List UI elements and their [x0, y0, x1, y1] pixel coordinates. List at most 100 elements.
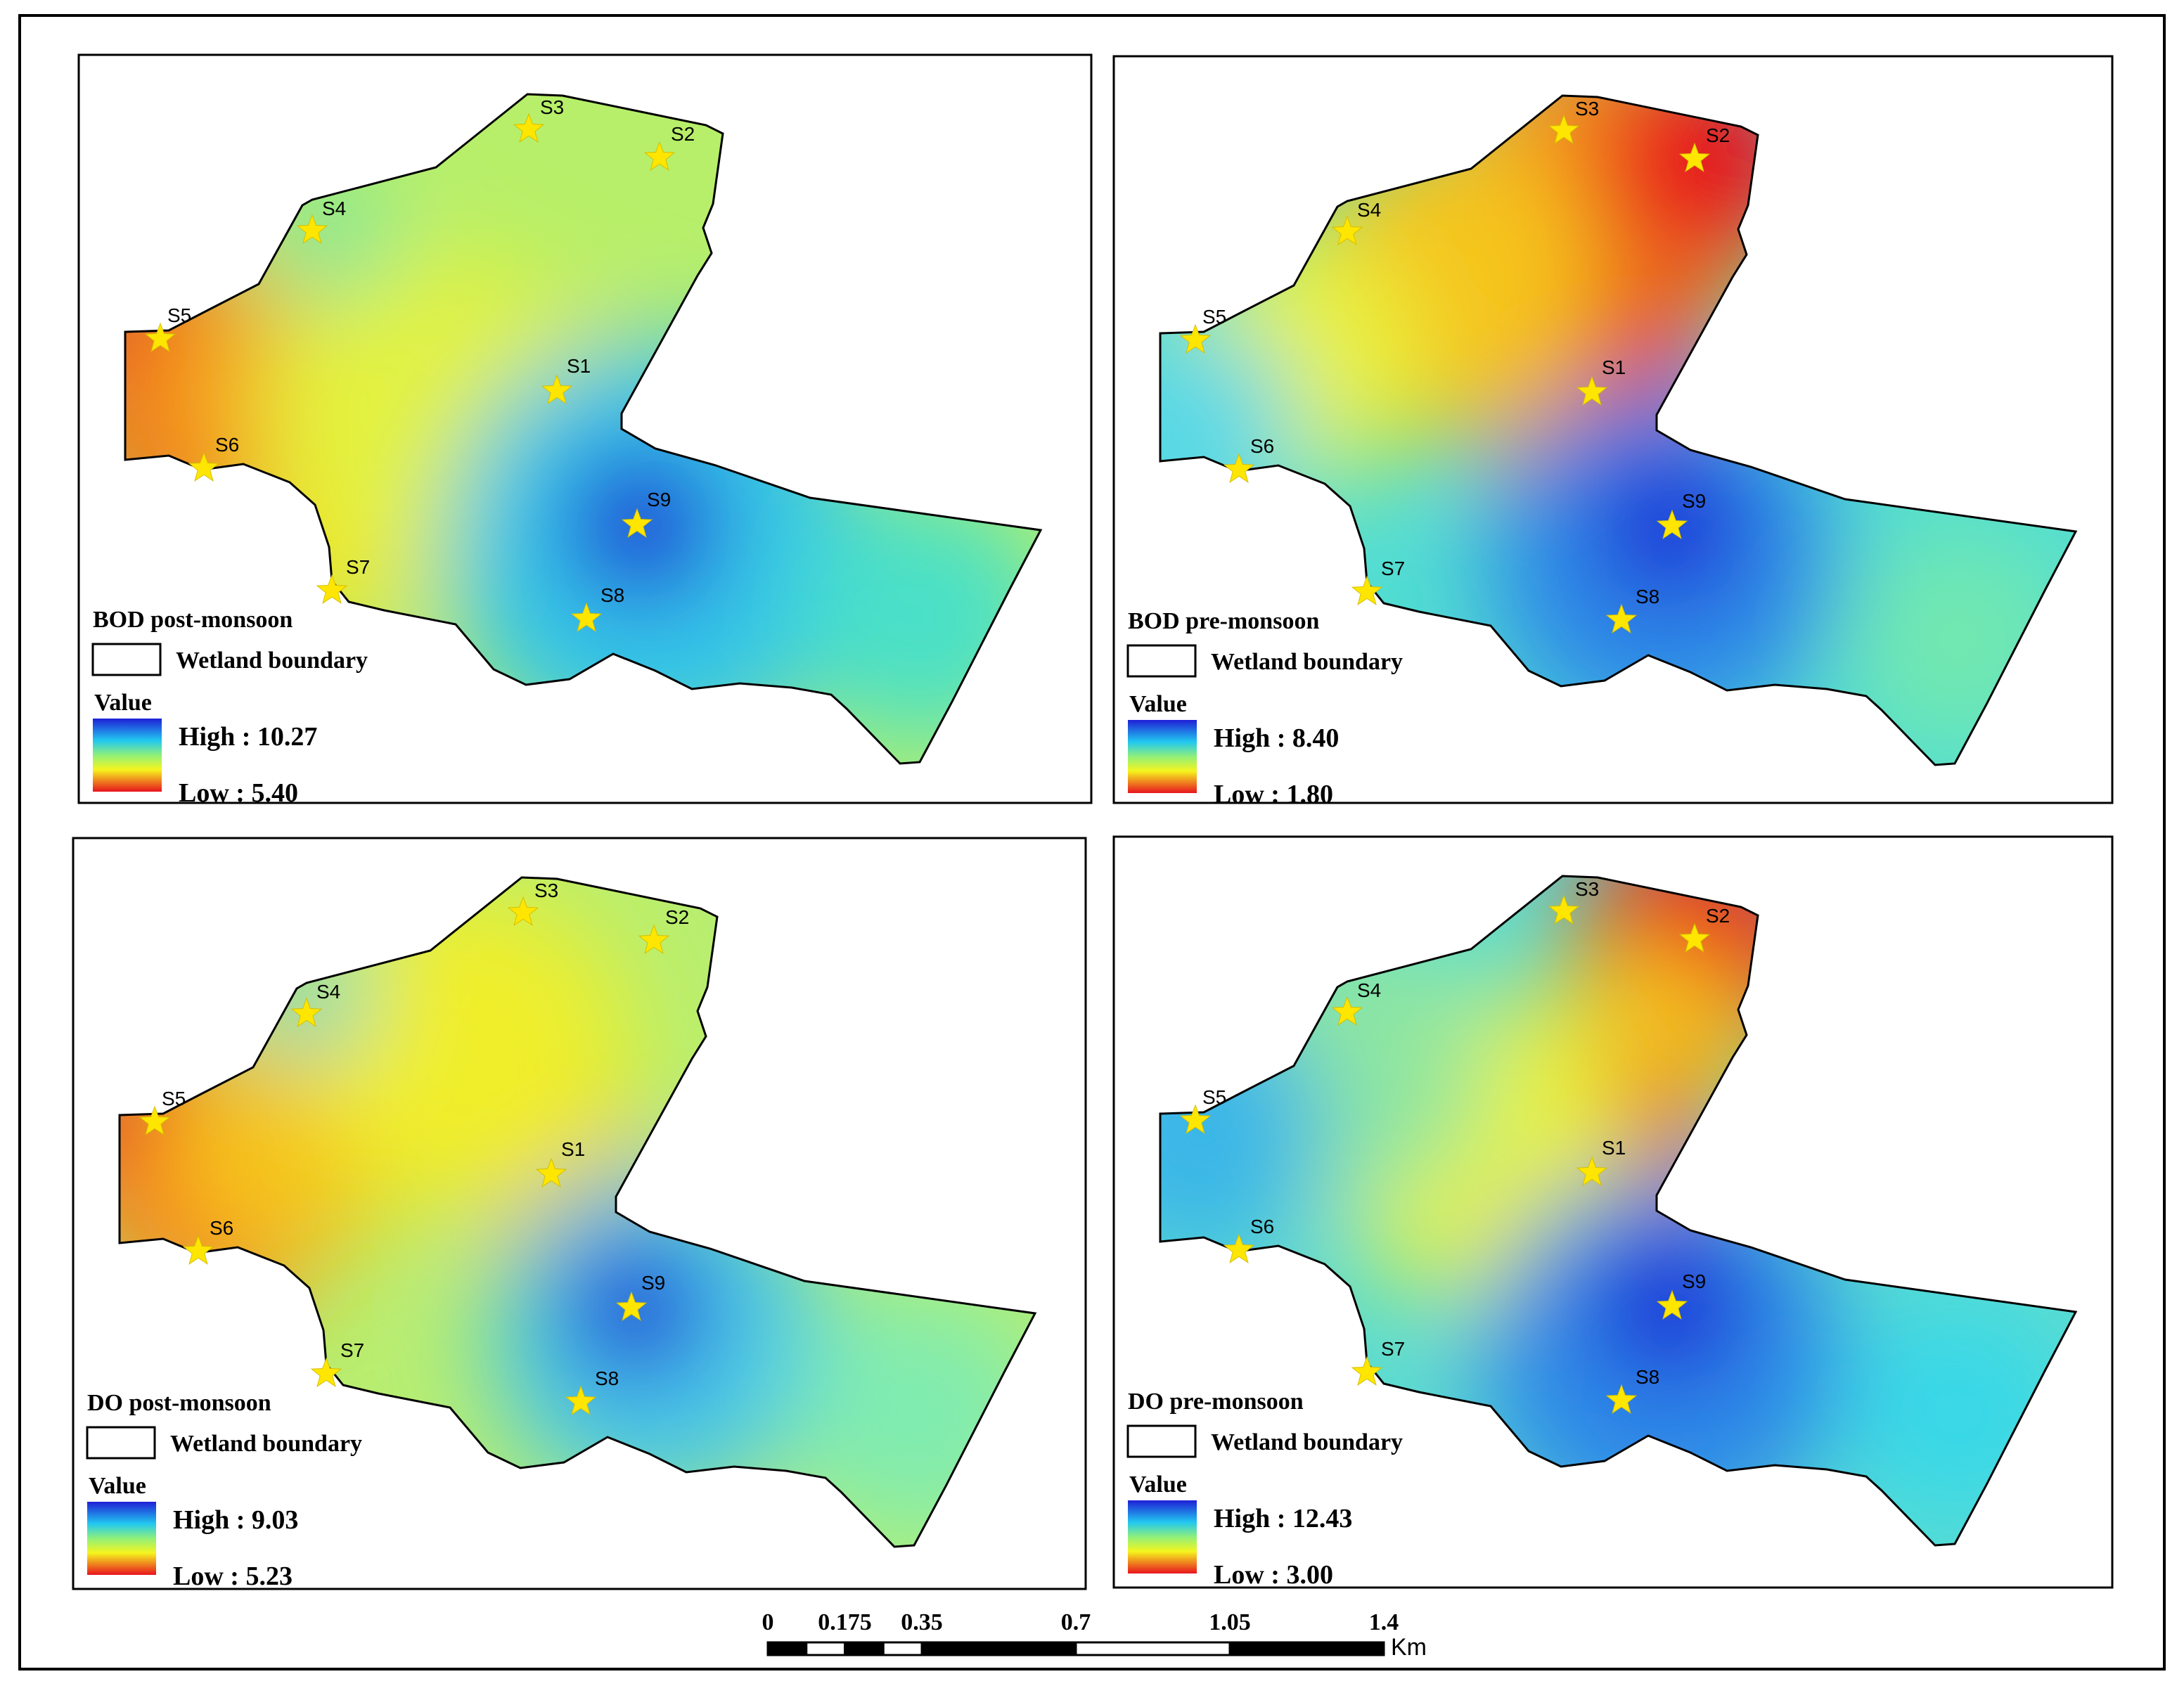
scale-bar-tick-label: 0.35: [901, 1609, 943, 1635]
scale-bar-tick-label: 1.4: [1369, 1609, 1399, 1635]
legend-boundary-label: Wetland boundary: [170, 1431, 362, 1457]
station-marker-s9: [615, 1291, 648, 1321]
station-marker-s2: [643, 141, 676, 171]
scale-bar-unit: Km: [1391, 1634, 1427, 1661]
legend-value-label: Value: [94, 690, 152, 716]
legend-title: BOD pre-monsoon: [1128, 608, 1319, 634]
station-marker-s7: [316, 574, 348, 604]
station-label-s1: S1: [561, 1138, 585, 1160]
station-marker-s1: [535, 1157, 567, 1187]
station-label-s7: S7: [1381, 558, 1405, 579]
station-label-s1: S1: [1602, 1137, 1626, 1159]
station-label-s3: S3: [1575, 878, 1599, 900]
station-label-s9: S9: [1682, 1270, 1706, 1292]
station-label-s2: S2: [671, 123, 695, 145]
station-label-s9: S9: [647, 489, 671, 510]
legend-low-value: Low : 5.23: [173, 1562, 293, 1591]
legend-low-value: Low : 1.80: [1214, 780, 1333, 809]
station-label-s7: S7: [1381, 1338, 1405, 1360]
legend-high-value: High : 8.40: [1214, 723, 1339, 753]
station-label-s5: S5: [1202, 1086, 1226, 1108]
station-label-s4: S4: [1357, 979, 1381, 1001]
station-marker-s2: [638, 924, 670, 954]
legend-high-value: High : 10.27: [179, 722, 317, 752]
station-marker-s4: [290, 997, 323, 1027]
wetland-boundary-line: [118, 876, 1037, 1548]
legend-boundary-swatch: [1126, 1424, 1197, 1458]
station-label-s6: S6: [1250, 1216, 1274, 1237]
station-marker-s4: [1331, 215, 1363, 245]
station-marker-s8: [1605, 603, 1638, 633]
legend-title: BOD post-monsoon: [93, 607, 293, 633]
panel-do-pre-monsoon: S1 S2 S3 S4 S5 S6 S7 S8 S9 DO pre-monsoon Wetland …: [1112, 835, 2114, 1590]
legend-color-ramp: [87, 1502, 156, 1575]
legend-value-label: Value: [1129, 691, 1187, 717]
scale-bar-tick-label: 1.05: [1209, 1609, 1251, 1635]
station-marker-s4: [296, 214, 328, 244]
station-label-s5: S5: [1202, 306, 1226, 328]
wetland-boundary-line: [124, 93, 1043, 765]
station-marker-s8: [1605, 1384, 1638, 1414]
wetland-boundary-line: [1159, 94, 2078, 766]
station-label-s8: S8: [1636, 586, 1659, 607]
station-marker-s1: [541, 374, 573, 404]
legend-low-value: Low : 3.00: [1214, 1560, 1333, 1590]
legend-boundary-label: Wetland boundary: [176, 648, 368, 674]
legend-boundary-label: Wetland boundary: [1211, 649, 1403, 675]
station-marker-s3: [513, 112, 545, 143]
wetland-boundary-line: [1159, 875, 2078, 1547]
station-marker-s3: [1548, 894, 1580, 925]
station-marker-s5: [144, 322, 176, 352]
scale-bar-segment: [1228, 1641, 1385, 1656]
scale-bar-segment: [766, 1641, 808, 1656]
legend-color-ramp: [93, 719, 162, 792]
station-label-s2: S2: [1706, 905, 1730, 927]
station-marker-s3: [1548, 114, 1580, 144]
panel-do-post-monsoon: S1 S2 S3 S4 S5 S6 S7 S8 S9 DO post-monsoon Wetland…: [72, 837, 1087, 1591]
legend-title: DO pre-monsoon: [1128, 1389, 1304, 1415]
station-marker-s3: [507, 896, 539, 926]
station-label-s1: S1: [1602, 356, 1626, 378]
legend-boundary-swatch: [1126, 644, 1197, 678]
panel-bod-pre-monsoon: S1 S2 S3 S4 S5 S6 S7 S8 S9 BOD pre-monsoon Wetland…: [1112, 55, 2114, 809]
outer-frame: [18, 14, 2166, 1671]
station-marker-s7: [1351, 1356, 1383, 1386]
station-marker-s9: [1656, 1289, 1688, 1320]
station-marker-s7: [310, 1357, 342, 1387]
legend-color-ramp: [1128, 720, 1197, 793]
station-marker-s4: [1331, 996, 1363, 1026]
station-label-s5: S5: [162, 1088, 186, 1109]
scale-bar-tick-label: 0: [762, 1609, 774, 1635]
station-marker-s8: [565, 1385, 597, 1415]
station-marker-s6: [1223, 453, 1255, 483]
station-label-s2: S2: [1706, 124, 1730, 146]
station-label-s4: S4: [1357, 199, 1381, 221]
legend-value-label: Value: [1129, 1472, 1187, 1498]
station-marker-s5: [139, 1105, 171, 1135]
panel-bod-post-monsoon: S1 S2 S3 S4 S5 S6 S7 S8 S9 BOD post-monsoon Wetlan…: [77, 53, 1093, 808]
station-marker-s2: [1678, 142, 1711, 172]
scale-bar: 0 0.175 0.35 0.7 1.05 1.4Km: [762, 1609, 1427, 1661]
station-label-s8: S8: [600, 584, 624, 606]
station-label-s4: S4: [316, 981, 340, 1003]
scale-bar-tick-label: 0.175: [818, 1609, 872, 1635]
station-label-s6: S6: [210, 1217, 233, 1239]
station-label-s7: S7: [346, 556, 370, 578]
station-marker-s9: [1656, 509, 1688, 539]
scale-bar-tick-label: 0.7: [1061, 1609, 1091, 1635]
station-marker-s1: [1576, 375, 1608, 406]
station-label-s6: S6: [1250, 435, 1274, 457]
station-label-s9: S9: [641, 1272, 665, 1294]
station-marker-s5: [1179, 1104, 1212, 1134]
station-label-s6: S6: [215, 434, 239, 456]
scale-bar-segment: [805, 1641, 846, 1656]
legend-boundary-label: Wetland boundary: [1211, 1429, 1403, 1455]
station-label-s7: S7: [340, 1339, 364, 1361]
legend-boundary-swatch: [91, 643, 162, 676]
legend-color-ramp: [1128, 1500, 1197, 1573]
legend-title: DO post-monsoon: [87, 1390, 271, 1416]
station-marker-s1: [1576, 1156, 1608, 1186]
scale-bar-segment: [1074, 1641, 1231, 1656]
station-label-s3: S3: [1575, 98, 1599, 120]
station-label-s4: S4: [322, 198, 346, 219]
